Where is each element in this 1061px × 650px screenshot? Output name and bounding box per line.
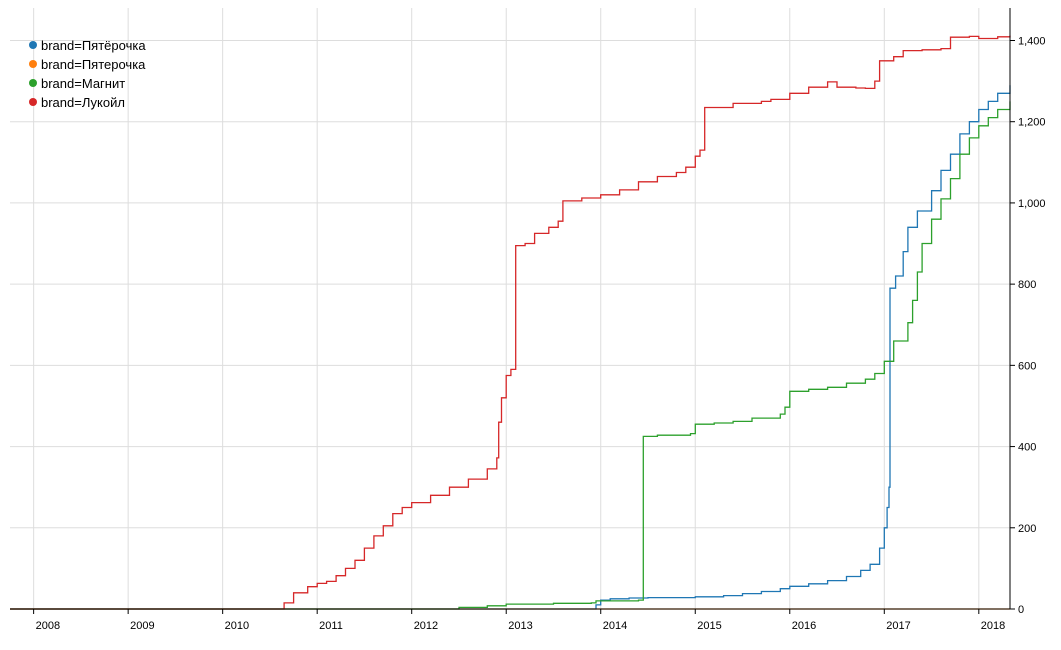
x-tick-label: 2016 <box>792 620 816 632</box>
y-tick-label: 1,400 <box>1018 35 1046 47</box>
y-tick-label: 1,000 <box>1018 198 1046 210</box>
y-tick-label: 400 <box>1018 442 1036 454</box>
legend: brand=Пятёрочка brand=Пятерочка brand=Магн… <box>29 38 146 110</box>
x-tick-label: 2011 <box>319 620 343 632</box>
series-line-0 <box>10 85 1011 610</box>
legend-swatch <box>29 79 37 87</box>
legend-swatch <box>29 41 37 49</box>
y-tick-label: 0 <box>1018 604 1024 616</box>
x-tick-label: 2018 <box>981 620 1005 632</box>
legend-label: brand=Магнит <box>41 76 125 91</box>
x-tick-label: 2017 <box>886 620 910 632</box>
grid <box>10 8 1010 610</box>
y-tick-label: 800 <box>1018 279 1036 291</box>
legend-label: brand=Лукойл <box>41 95 125 110</box>
series-line-3 <box>10 35 1011 610</box>
y-tick-label: 200 <box>1018 523 1036 535</box>
x-tick-label: 2013 <box>508 620 532 632</box>
legend-swatch <box>29 98 37 106</box>
x-tick-label: 2014 <box>603 620 627 632</box>
x-tick-label: 2015 <box>697 620 721 632</box>
x-tick-label: 2012 <box>414 620 438 632</box>
legend-label: brand=Пятерочка <box>41 57 146 72</box>
axes: 2008 2009 2010 2011 2012 2013 2014 2015 2016 2017… <box>10 8 1046 632</box>
legend-label: brand=Пятёрочка <box>41 38 146 53</box>
x-tick-label: 2008 <box>36 620 60 632</box>
y-tick-label: 600 <box>1018 360 1036 372</box>
series-line-2 <box>10 101 1011 610</box>
legend-swatch <box>29 60 37 68</box>
x-tick-label: 2009 <box>130 620 154 632</box>
x-tick-label: 2010 <box>225 620 249 632</box>
y-tick-label: 1,200 <box>1018 117 1046 129</box>
